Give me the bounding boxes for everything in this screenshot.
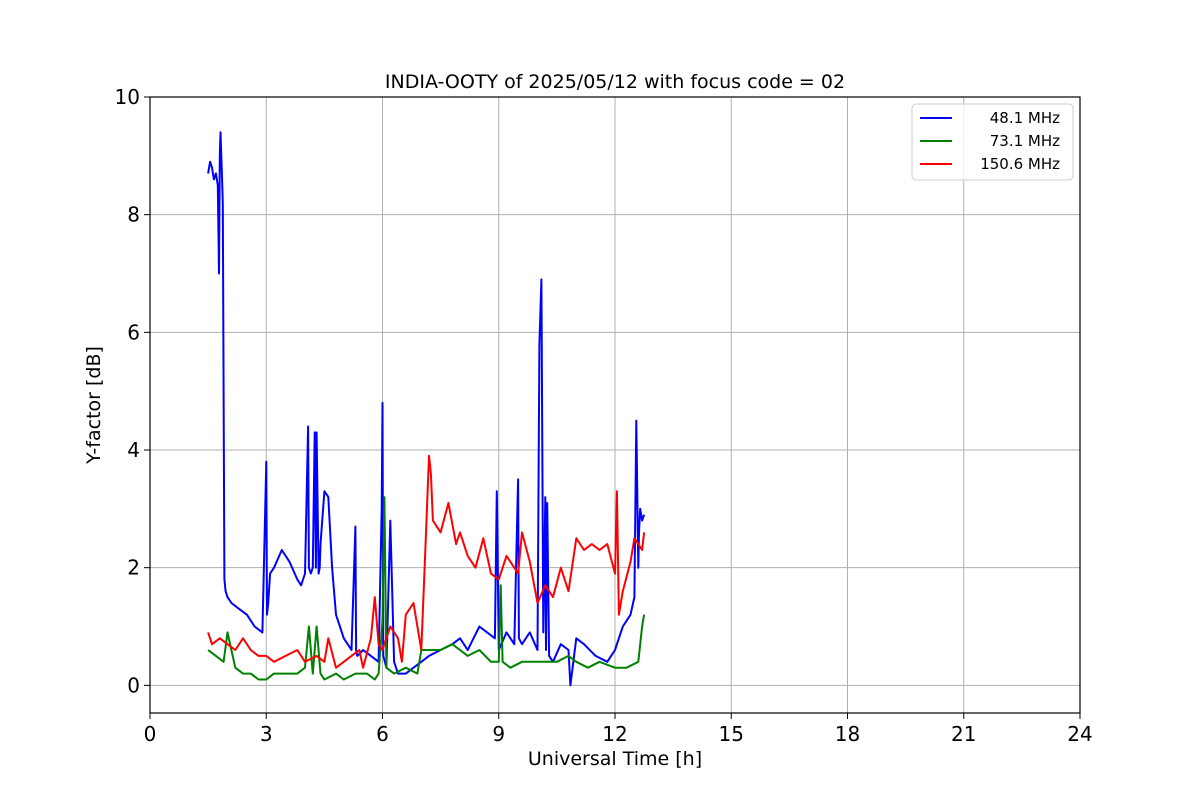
x-tick-label: 18 <box>835 722 860 746</box>
y-tick-label: 4 <box>127 438 140 462</box>
y-axis-label: Y-factor [dB] <box>83 346 105 465</box>
y-tick-label: 6 <box>127 320 140 344</box>
legend-label: 48.1 MHz <box>990 109 1060 127</box>
chart-title: INDIA-OOTY of 2025/05/12 with focus code… <box>385 71 845 93</box>
y-tick-label: 0 <box>127 673 140 697</box>
legend-label: 73.1 MHz <box>990 132 1060 150</box>
y-axis-ticks: 0 2 4 6 8 10 <box>115 85 150 697</box>
series-line <box>207 454 646 669</box>
x-tick-label: 24 <box>1067 722 1092 746</box>
series-line <box>207 496 646 681</box>
legend-box <box>911 103 1074 181</box>
x-tick-label: 12 <box>602 722 627 746</box>
x-tick-label: 3 <box>260 722 273 746</box>
y-tick-label: 8 <box>127 203 140 227</box>
series-layer <box>207 131 646 687</box>
x-axis-label: Universal Time [h] <box>528 748 702 770</box>
x-tick-label: 21 <box>951 722 976 746</box>
x-tick-label: 0 <box>144 722 157 746</box>
legend: 48.1 MHz 73.1 MHz 150.6 MHz <box>911 103 1074 181</box>
x-axis-ticks: 0 3 6 9 12 15 18 21 24 <box>144 713 1093 746</box>
legend-label: 150.6 MHz <box>980 155 1060 173</box>
x-tick-label: 15 <box>719 722 744 746</box>
x-tick-label: 6 <box>376 722 389 746</box>
y-tick-label: 10 <box>115 85 140 109</box>
x-tick-label: 9 <box>492 722 505 746</box>
y-tick-label: 2 <box>127 556 140 580</box>
